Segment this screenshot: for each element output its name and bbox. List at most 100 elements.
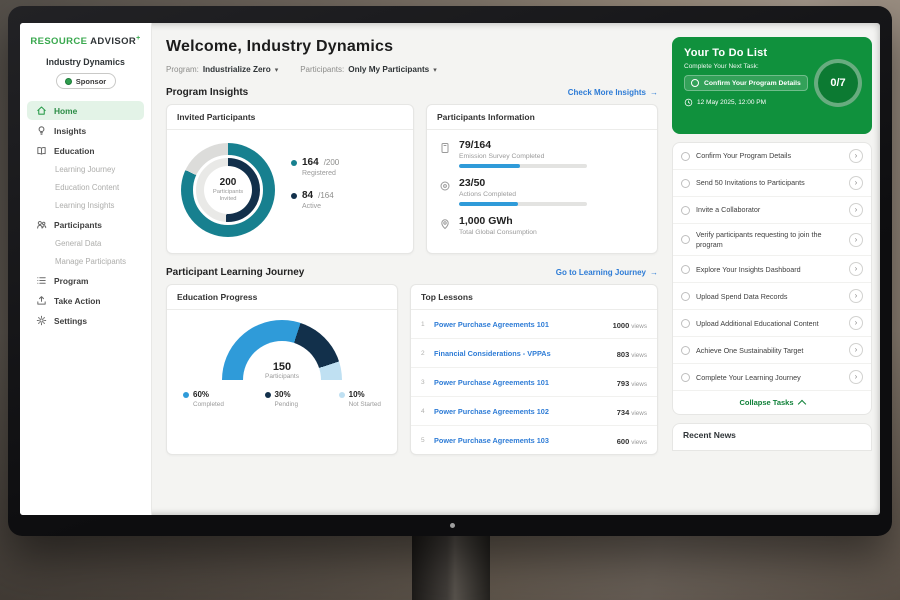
insights-icon (36, 125, 47, 136)
task-row[interactable]: Upload Additional Educational Content › (673, 310, 871, 338)
stat-emission-survey: 79/164 Emission Survey Completed (427, 130, 657, 168)
lesson-row: 3 Power Purchase Agreements 101 793 views (411, 368, 657, 397)
sidebar-item-label: Program (54, 275, 89, 286)
sidebar-item-take-action[interactable]: Take Action (27, 291, 144, 310)
education-gauge-chart: 150 Participants (222, 320, 342, 380)
donut-center-value: 200 (219, 176, 237, 188)
chevron-down-icon: ▾ (274, 66, 279, 74)
dashboard-screen: RESOURCE ADVISOR+ Industry Dynamics Spon… (20, 23, 880, 515)
task-checkbox[interactable] (681, 264, 690, 274)
sidebar-item-label: Participants (54, 219, 102, 230)
next-task-label: Confirm Your Program Details (704, 79, 801, 87)
task-row[interactable]: Upload Spend Data Records › (673, 283, 871, 311)
legend-active: 84/164 Active (291, 190, 339, 210)
home-icon (36, 105, 47, 116)
sidebar-item-home[interactable]: Home (27, 101, 144, 121)
task-checkbox[interactable] (691, 79, 699, 87)
sidebar-item-insights[interactable]: Insights (27, 121, 144, 140)
sponsor-badge[interactable]: Sponsor (55, 73, 116, 90)
logo-plus: + (136, 35, 141, 42)
task-row[interactable]: Complete Your Learning Journey › (673, 364, 871, 392)
survey-icon (439, 141, 451, 153)
lesson-link[interactable]: Power Purchase Agreements 101 (434, 377, 549, 387)
sidebar-item-education[interactable]: Education (27, 141, 144, 160)
emission-progress-bar (459, 164, 587, 168)
task-checkbox[interactable] (681, 205, 690, 215)
task-checkbox[interactable] (681, 345, 690, 355)
page-title: Welcome, Industry Dynamics (166, 38, 394, 55)
task-checkbox[interactable] (681, 372, 690, 382)
sidebar-nav: Home Insights Education Learning Journey… (25, 101, 146, 330)
sidebar-item-participants[interactable]: Participants (27, 215, 144, 234)
todo-progress-ring: 0/7 (814, 59, 862, 107)
legend-not-started: 10% Not Started (338, 390, 381, 408)
chevron-right-icon[interactable]: › (849, 232, 863, 247)
gauge-center-label: Participants (265, 373, 299, 380)
lesson-link[interactable]: Power Purchase Agreements 103 (434, 435, 549, 445)
chevron-down-icon: ▾ (433, 66, 437, 74)
chevron-right-icon[interactable]: › (849, 316, 863, 331)
card-title: Top Lessons (411, 285, 657, 310)
chevron-right-icon[interactable]: › (849, 289, 863, 304)
book-icon (36, 145, 47, 156)
chevron-right-icon[interactable]: › (849, 176, 863, 190)
next-task-item[interactable]: Confirm Your Program Details (684, 75, 808, 91)
participants-information-card: Participants Information 79/164 Emission… (426, 104, 658, 254)
check-more-insights-link[interactable]: Check More Insights → (567, 88, 658, 97)
task-checkbox[interactable] (681, 151, 690, 161)
recent-news-title: Recent News (683, 430, 736, 441)
go-to-learning-journey-link[interactable]: Go to Learning Journey → (555, 268, 658, 277)
chevron-right-icon[interactable]: › (849, 370, 863, 385)
task-row[interactable]: Invite a Collaborator › (673, 197, 871, 224)
task-checkbox[interactable] (681, 318, 690, 328)
task-row[interactable]: Confirm Your Program Details › (673, 143, 871, 170)
insights-cards-row: Invited Participants 200 Participants In… (166, 104, 658, 254)
actions-progress-bar (459, 202, 587, 206)
sidebar-item-label: General Data (55, 239, 102, 249)
list-icon (36, 275, 47, 286)
sidebar-item-general-data[interactable]: General Data (27, 235, 144, 252)
sidebar-item-label: Insights (54, 125, 87, 136)
sidebar-item-settings[interactable]: Settings (27, 311, 144, 330)
task-checkbox[interactable] (681, 178, 690, 188)
sponsor-badge-label: Sponsor (75, 76, 107, 86)
monitor-bezel: RESOURCE ADVISOR+ Industry Dynamics Spon… (8, 6, 892, 536)
task-row[interactable]: Explore Your Insights Dashboard › (673, 256, 871, 284)
sidebar-item-education-content[interactable]: Education Content (27, 179, 144, 196)
legend-pending: 30% Pending (264, 390, 298, 408)
sidebar-item-program[interactable]: Program (27, 271, 144, 290)
not-started-dot-icon (338, 391, 345, 398)
lesson-link[interactable]: Power Purchase Agreements 102 (434, 406, 549, 416)
collapse-tasks-button[interactable]: Collapse Tasks (673, 391, 871, 414)
sidebar-item-learning-journey[interactable]: Learning Journey (27, 161, 144, 178)
participants-filter-dropdown[interactable]: Participants: Only My Participants ▾ (300, 65, 437, 74)
learning-journey-header: Participant Learning Journey Go to Learn… (166, 267, 658, 278)
lesson-row: 1 Power Purchase Agreements 101 1000 view… (411, 310, 657, 339)
app-logo: RESOURCE ADVISOR+ (25, 35, 146, 47)
task-row[interactable]: Achieve One Sustainability Target › (673, 337, 871, 365)
chevron-right-icon[interactable]: › (849, 262, 863, 277)
sponsor-dot-icon (64, 77, 72, 85)
active-dot-icon (291, 192, 297, 199)
program-filter-dropdown[interactable]: Program: Industrialize Zero ▾ (166, 65, 278, 74)
chevron-right-icon[interactable]: › (849, 149, 863, 163)
sidebar-item-manage-participants[interactable]: Manage Participants (27, 253, 144, 270)
stat-actions-completed: 23/50 Actions Completed (427, 168, 657, 206)
chevron-right-icon[interactable]: › (849, 203, 863, 217)
task-checkbox[interactable] (681, 235, 690, 245)
donut-center-label: Participants Invited (212, 188, 244, 202)
lesson-row: 4 Power Purchase Agreements 102 734 views (411, 397, 657, 426)
sidebar-item-learning-insights[interactable]: Learning Insights (27, 197, 144, 214)
lesson-link[interactable]: Financial Considerations - VPPAs (434, 348, 551, 358)
sidebar-item-label: Education (54, 145, 95, 156)
pin-icon (439, 217, 451, 230)
program-filter-value: Industrialize Zero (202, 65, 271, 74)
task-row[interactable]: Send 50 Invitations to Participants › (673, 170, 871, 197)
lesson-link[interactable]: Power Purchase Agreements 101 (434, 319, 549, 329)
chevron-right-icon[interactable]: › (849, 343, 863, 358)
take-action-icon (36, 295, 47, 306)
sidebar-item-label: Education Content (55, 183, 120, 193)
task-checkbox[interactable] (681, 291, 690, 301)
task-row[interactable]: Verify participants requesting to join t… (673, 224, 871, 257)
invited-participants-card: Invited Participants 200 Participants In… (166, 104, 414, 254)
